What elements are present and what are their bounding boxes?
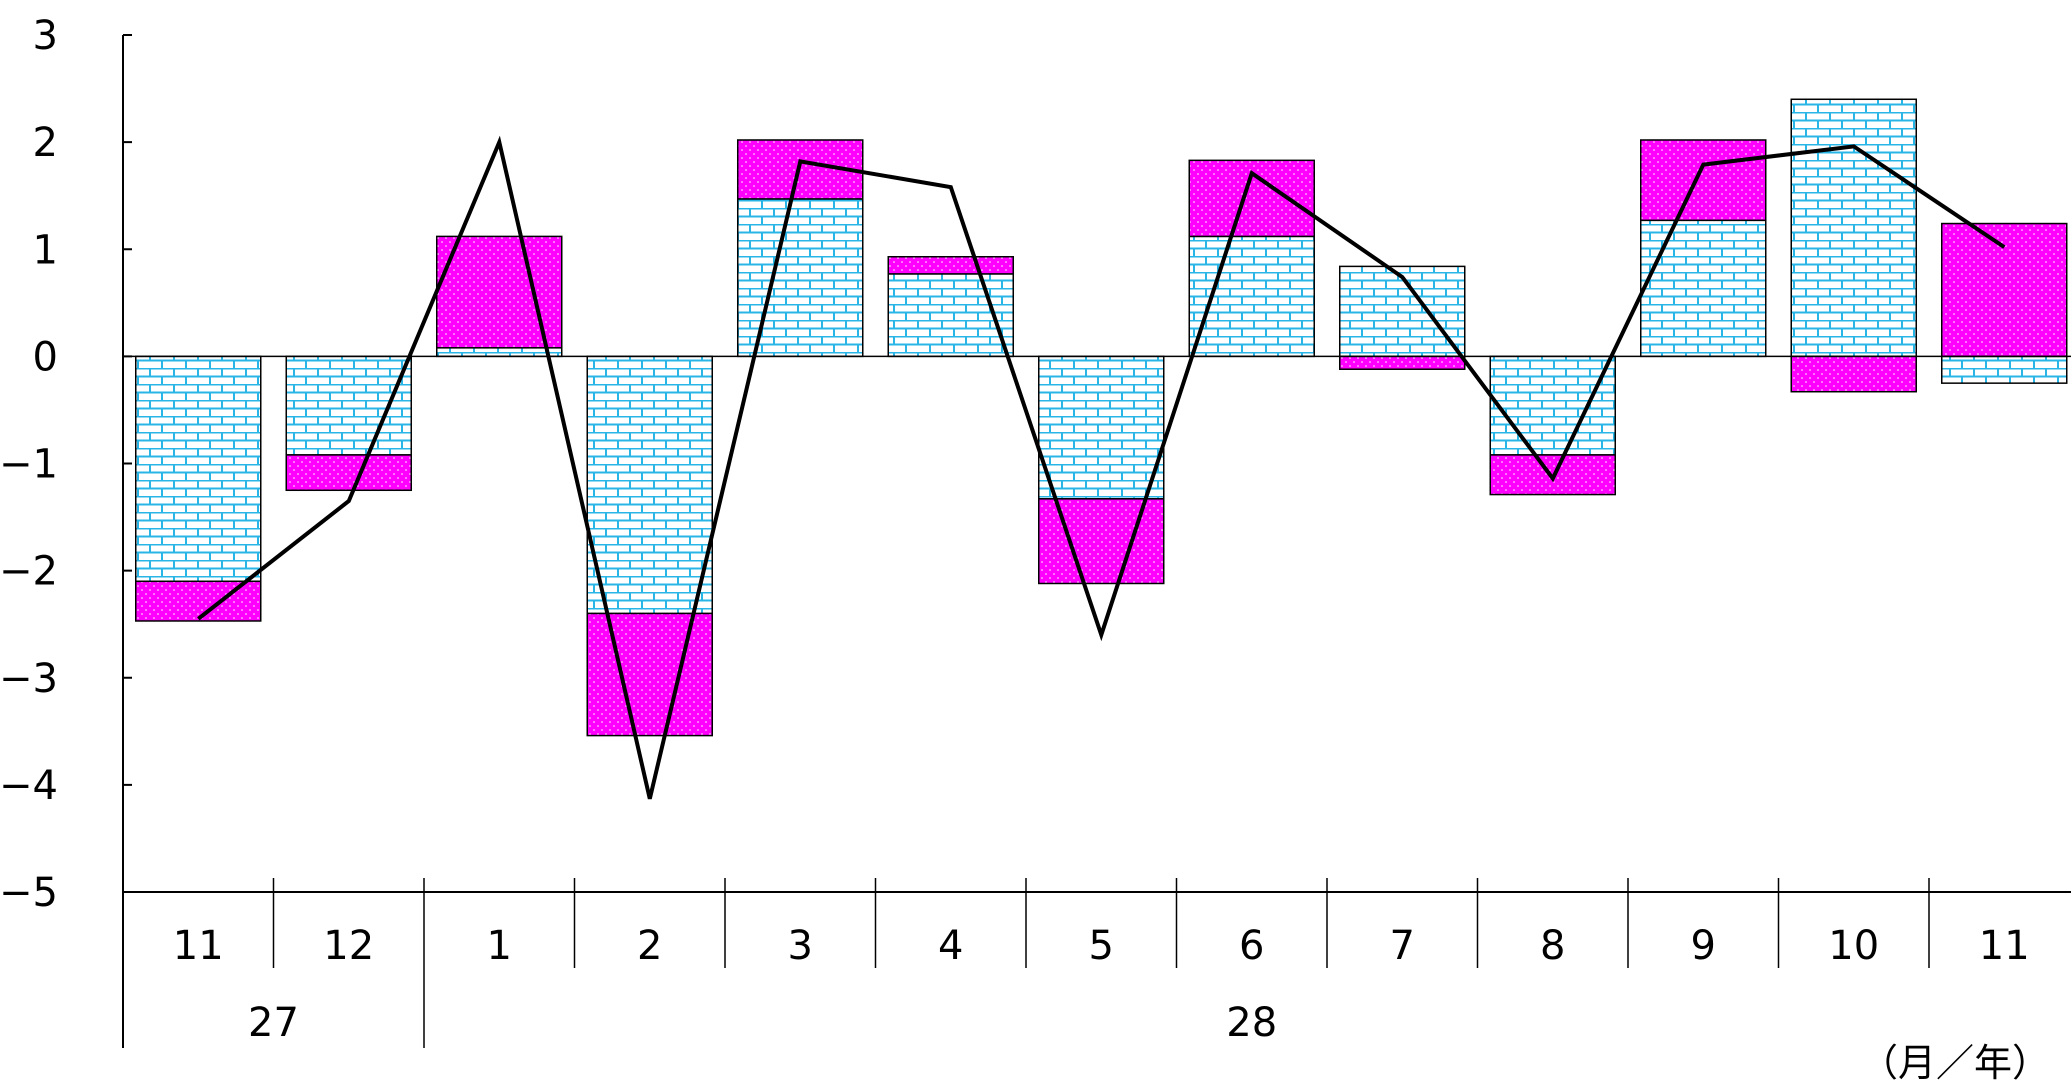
x-tick-label: 11 xyxy=(173,923,224,969)
bar-segment xyxy=(887,255,1014,275)
y-tick-label: −5 xyxy=(0,870,58,916)
bar-segment xyxy=(1038,355,1165,500)
y-tick-label: 2 xyxy=(33,120,58,166)
bar-segment xyxy=(586,355,713,615)
total-line xyxy=(197,135,2006,800)
year-label: 27 xyxy=(248,1000,299,1046)
bar-segment xyxy=(285,454,412,492)
x-tick-label: 3 xyxy=(788,923,813,969)
bar-segment xyxy=(586,612,713,737)
y-tick-label: 0 xyxy=(33,334,58,380)
bar-segment xyxy=(1640,219,1767,358)
x-tick-label: 7 xyxy=(1390,923,1415,969)
bar-segment xyxy=(1489,355,1616,456)
bar-segment xyxy=(1038,498,1165,585)
x-tick-label: 6 xyxy=(1239,923,1264,969)
bar-segment xyxy=(1339,265,1466,358)
bar-segment xyxy=(1640,139,1767,222)
bar-segment xyxy=(135,580,262,622)
x-unit-label: （月／年） xyxy=(1860,1041,2050,1084)
x-tick-label: 10 xyxy=(1828,923,1879,969)
x-tick-label: 5 xyxy=(1089,923,1114,969)
x-tick-label: 1 xyxy=(487,923,512,969)
series-line xyxy=(197,135,2006,800)
x-tick-label: 8 xyxy=(1540,923,1565,969)
year-label: 28 xyxy=(1226,1000,1277,1046)
y-tick-label: −3 xyxy=(0,656,58,702)
bar-segment xyxy=(1339,355,1466,370)
bar-segment xyxy=(436,347,563,358)
x-tick-label: 11 xyxy=(1979,923,2030,969)
y-tick-label: 3 xyxy=(33,13,58,59)
bars xyxy=(135,98,2068,737)
bar-segment xyxy=(1188,235,1315,358)
y-tick-label: −1 xyxy=(0,442,58,488)
y-tick-label: −4 xyxy=(0,763,58,809)
x-tick-label: 12 xyxy=(323,923,374,969)
axes xyxy=(122,35,2071,1048)
y-axis-ticks: 3 2 1 0 −1 −2 −3 −4 −5 xyxy=(0,13,132,916)
bar-segment xyxy=(1941,355,2068,384)
x-tick-label: 4 xyxy=(938,923,963,969)
bar-segment xyxy=(1790,98,1917,358)
bar-segment xyxy=(285,355,412,456)
x-tick-label: 2 xyxy=(637,923,662,969)
y-tick-label: 1 xyxy=(33,227,58,273)
x-tick-label: 9 xyxy=(1691,923,1716,969)
bar-segment xyxy=(135,355,262,583)
bar-segment xyxy=(1790,355,1917,393)
y-tick-label: −2 xyxy=(0,549,58,595)
bar-segment xyxy=(737,198,864,358)
bar-segment xyxy=(1941,222,2068,358)
